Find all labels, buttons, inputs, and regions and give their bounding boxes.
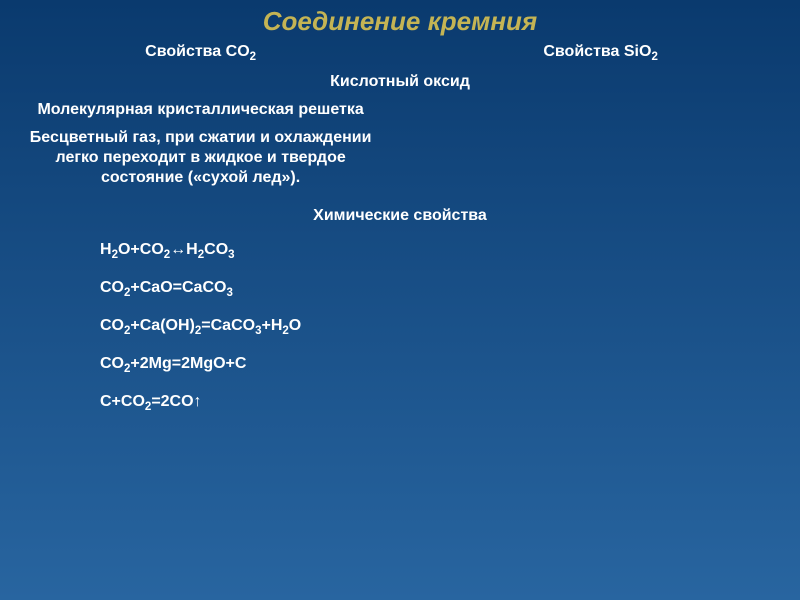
chem-properties-cell: Химические свойства [0,192,800,234]
state-sio2 [401,124,800,192]
equation-2-right [401,272,800,310]
equation-row: CO2+Ca(OH)2=CaCO3+H2O [0,310,800,348]
slide-title: Соединение кремния [0,0,800,38]
equation-2: CO2+CaO=CaCO3 [0,272,401,310]
lattice-co2: Молекулярная кристаллическая решетка [0,96,401,124]
state-co2: Бесцветный газ, при сжатии и охлаждении … [0,124,401,192]
table-header-row: Свойства CO2 Свойства SiO2 [0,38,800,68]
lattice-row: Молекулярная кристаллическая решетка [0,96,800,124]
equation-row: C+CO2=2CO↑ [0,386,800,424]
equation-1-right [401,234,800,272]
equation-1: H2O+CO2↔H2CO3 [0,234,401,272]
equation-4: CO2+2Mg=2MgO+C [0,348,401,386]
slide-container: Соединение кремния Свойства CO2 Свойства… [0,0,800,600]
lattice-sio2 [401,96,800,124]
header-co2: Свойства CO2 [0,38,401,68]
oxide-type-cell: Кислотный оксид [0,68,800,96]
equation-3: CO2+Ca(OH)2=CaCO3+H2O [0,310,401,348]
equation-row: H2O+CO2↔H2CO3 [0,234,800,272]
equation-row: CO2+2Mg=2MgO+C [0,348,800,386]
equation-5-right [401,386,800,424]
equation-3-right [401,310,800,348]
header-sio2: Свойства SiO2 [401,38,800,68]
comparison-table: Свойства CO2 Свойства SiO2 Кислотный окс… [0,38,800,424]
equation-row: CO2+CaO=CaCO3 [0,272,800,310]
oxide-type-row: Кислотный оксид [0,68,800,96]
equation-4-right [401,348,800,386]
equation-5: C+CO2=2CO↑ [0,386,401,424]
chem-properties-row: Химические свойства [0,192,800,234]
state-row: Бесцветный газ, при сжатии и охлаждении … [0,124,800,192]
